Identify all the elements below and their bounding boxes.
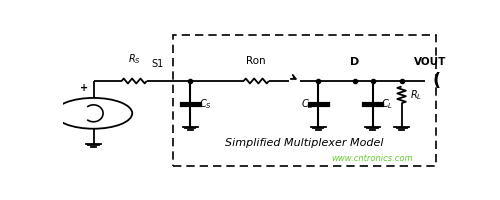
Text: $R_L$: $R_L$ — [410, 88, 422, 102]
Text: +: + — [80, 83, 88, 93]
Bar — [173, 35, 436, 166]
Text: VOUT: VOUT — [414, 57, 447, 67]
Text: Simplified Multiplexer Model: Simplified Multiplexer Model — [226, 138, 384, 148]
Text: S1: S1 — [152, 59, 164, 69]
Text: $C_S$: $C_S$ — [199, 97, 212, 111]
Text: (: ( — [432, 72, 441, 90]
Text: D: D — [350, 57, 360, 67]
Text: Ron: Ron — [246, 56, 266, 66]
Text: www.cntronics.com: www.cntronics.com — [332, 154, 413, 163]
Text: $C_L$: $C_L$ — [381, 97, 393, 111]
Text: $R_S$: $R_S$ — [128, 52, 140, 66]
Text: $C_D$: $C_D$ — [302, 97, 315, 111]
